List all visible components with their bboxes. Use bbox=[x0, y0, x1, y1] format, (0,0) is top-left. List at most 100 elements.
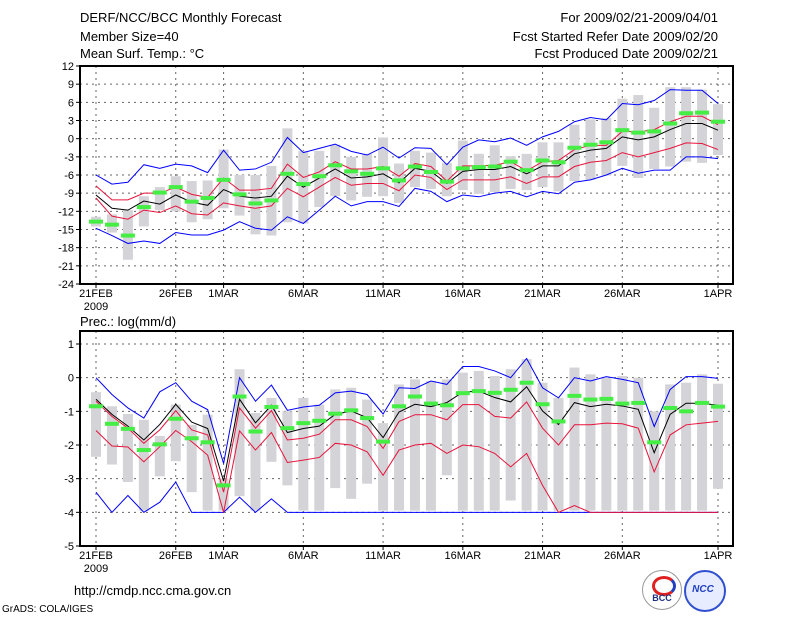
temp-ensemble-box bbox=[713, 104, 723, 156]
temp-ensemble-box bbox=[441, 162, 452, 197]
temp-observed-marker bbox=[615, 128, 630, 133]
precip-ensemble-box bbox=[106, 406, 117, 465]
precip-ensemble-box bbox=[569, 367, 580, 511]
precip-y-tick-label: -2 bbox=[64, 440, 74, 452]
precip-y-tick-label: -3 bbox=[64, 474, 74, 486]
precip-max-line bbox=[95, 357, 719, 464]
temp-observed-marker bbox=[360, 171, 375, 176]
temp-x-tick-label: 21FEB bbox=[79, 288, 113, 300]
precip-ensemble-box bbox=[681, 382, 692, 511]
temp-observed-marker bbox=[200, 196, 215, 201]
temp-observed-marker bbox=[583, 142, 598, 147]
precip-ensemble-box bbox=[298, 397, 309, 511]
precip-observed-marker bbox=[120, 426, 135, 431]
precip-observed-marker bbox=[407, 394, 422, 399]
temp-ensemble-box bbox=[154, 187, 165, 211]
precip-ensemble-box bbox=[362, 399, 373, 484]
temp-observed-marker bbox=[296, 182, 311, 187]
precip-observed-marker bbox=[711, 404, 725, 409]
temp-observed-marker bbox=[232, 192, 247, 197]
precip-ensemble-box bbox=[346, 387, 357, 499]
precip-observed-marker bbox=[168, 416, 183, 421]
temp-observed-marker bbox=[551, 160, 566, 165]
precip-observed-marker bbox=[248, 429, 263, 434]
precip-observed-marker bbox=[551, 419, 566, 424]
precip-y-tick-label: 1 bbox=[68, 339, 74, 351]
temp-upper-line bbox=[95, 115, 719, 201]
precip-observed-marker bbox=[631, 400, 646, 405]
precip-observed-marker bbox=[296, 421, 311, 426]
temp-observed-marker bbox=[471, 165, 486, 170]
temp-ensemble-box bbox=[346, 156, 357, 201]
precip-x-tick-label: 21MAR bbox=[524, 550, 561, 562]
member-size: Member Size=40 bbox=[80, 29, 179, 44]
precip-mean-line bbox=[95, 385, 719, 482]
temp-observed-marker bbox=[455, 166, 470, 171]
temp-ensemble-box bbox=[457, 140, 468, 191]
precip-upper-line bbox=[95, 400, 719, 493]
temp-y-tick-label: -18 bbox=[58, 243, 74, 255]
temp-y-tick-label: -24 bbox=[58, 279, 74, 291]
precip-lower-line bbox=[95, 429, 718, 513]
precip-ensemble-box bbox=[122, 414, 133, 483]
precip-ensemble-box bbox=[218, 478, 229, 511]
temp-ensemble-box bbox=[314, 150, 325, 208]
ncc-logo: NCC bbox=[684, 570, 726, 612]
precip-ensemble-box bbox=[154, 435, 165, 477]
precip-x-tick-label: 1MAR bbox=[208, 550, 239, 562]
temp-observed-marker bbox=[647, 129, 662, 134]
temp-observed-marker bbox=[344, 169, 359, 174]
chart-title: DERF/NCC/BCC Monthly Forecast bbox=[80, 10, 282, 25]
grads-credit: GrADS: COLA/IGES bbox=[2, 604, 94, 615]
precip-observed-marker bbox=[392, 404, 407, 409]
temp-observed-marker bbox=[152, 190, 167, 195]
temp-y-tick-label: -9 bbox=[64, 188, 74, 200]
temp-observed-marker bbox=[599, 140, 614, 145]
precip-ensemble-box bbox=[170, 404, 181, 462]
temp-ensemble-box bbox=[681, 87, 692, 162]
precip-observed-marker bbox=[487, 390, 502, 395]
precip-x-tick-label: 1APR bbox=[704, 550, 733, 562]
precip-ensemble-box bbox=[649, 411, 660, 511]
precip-observed-marker bbox=[184, 436, 199, 441]
temp-observed-marker bbox=[328, 163, 343, 168]
bcc-logo: BCC bbox=[642, 570, 682, 610]
precip-year-label: 2009 bbox=[84, 563, 108, 575]
precip-plot-frame bbox=[79, 330, 734, 547]
precip-observed-marker bbox=[503, 387, 518, 392]
temp-observed-marker bbox=[679, 111, 694, 116]
temp-observed-marker bbox=[503, 159, 518, 164]
temp-x-tick-label: 21MAR bbox=[524, 288, 561, 300]
temp-ensemble-box bbox=[617, 98, 628, 166]
precip-ensemble-box bbox=[457, 372, 468, 511]
temp-y-tick-label: -15 bbox=[58, 225, 74, 237]
temp-ensemble-box bbox=[697, 89, 708, 163]
temp-ensemble-box bbox=[601, 118, 612, 176]
temp-ensemble-box bbox=[553, 142, 564, 192]
precip-ensemble-box bbox=[505, 369, 516, 501]
ncc-logo-text: NCC bbox=[692, 584, 714, 595]
temp-y-tick-label: 0 bbox=[68, 134, 74, 146]
temp-observed-marker bbox=[168, 185, 183, 190]
temp-x-tick-label: 1APR bbox=[704, 288, 733, 300]
temp-observed-marker bbox=[535, 158, 550, 163]
precip-ensemble-box bbox=[521, 359, 532, 511]
temp-ensemble-box bbox=[473, 153, 484, 194]
precip-y-tick-label: 0 bbox=[68, 373, 74, 385]
forecast-produced-date: Fcst Produced Date 2009/02/21 bbox=[534, 46, 718, 61]
temp-plot-frame bbox=[79, 65, 734, 285]
temp-x-tick-label: 11MAR bbox=[365, 288, 401, 300]
precip-ensemble-box bbox=[186, 424, 197, 493]
precip-observed-marker bbox=[360, 416, 375, 421]
precip-observed-marker bbox=[280, 426, 295, 431]
source-url[interactable]: http://cmdp.ncc.cma.gov.cn bbox=[74, 583, 232, 598]
precip-ensemble-box bbox=[713, 383, 723, 489]
precip-x-tick-label: 16MAR bbox=[444, 550, 481, 562]
precip-x-tick-label: 11MAR bbox=[365, 550, 401, 562]
precip-observed-marker bbox=[695, 400, 710, 405]
precip-observed-marker bbox=[439, 403, 454, 408]
temp-y-tick-label: 12 bbox=[62, 61, 74, 73]
precip-y-tick-label: -5 bbox=[64, 541, 74, 553]
temp-observed-marker bbox=[407, 164, 422, 169]
